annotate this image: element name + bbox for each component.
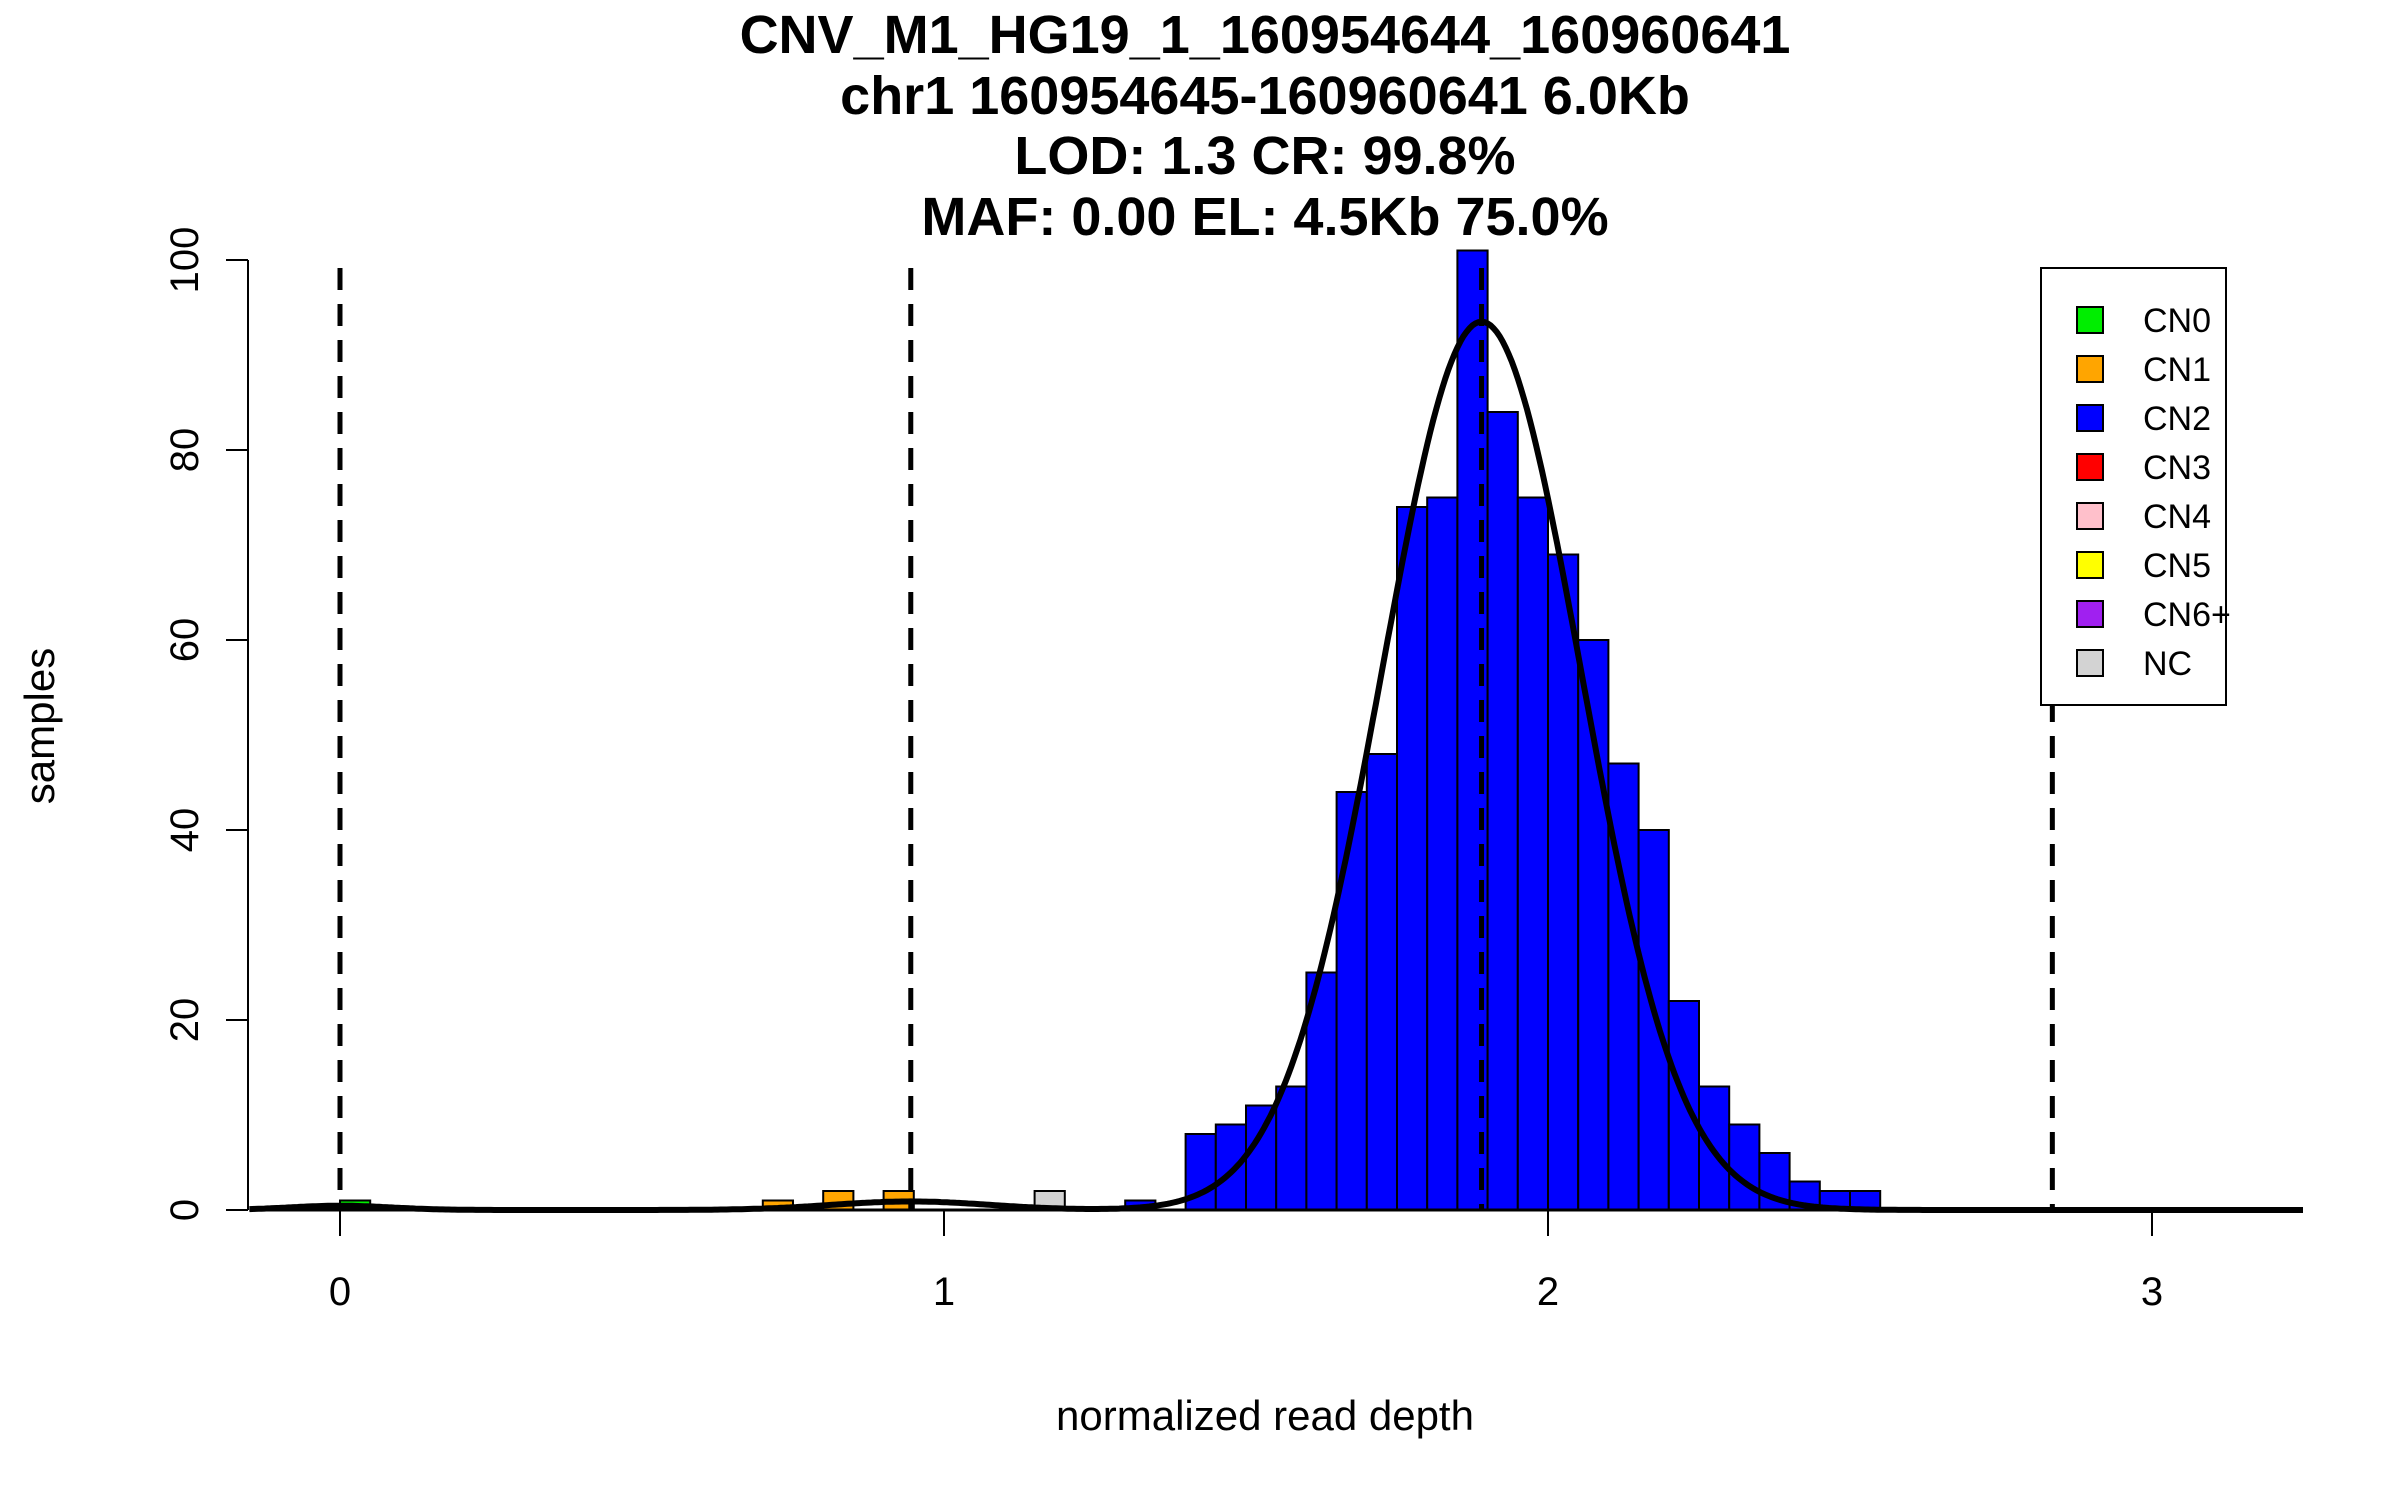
y-tick-label-2: 40 (163, 808, 207, 853)
title-line-3: LOD: 1.3 CR: 99.8% (1014, 126, 1515, 186)
legend-swatch-nc (2076, 649, 2104, 677)
y-tick-label-0: 0 (163, 1199, 207, 1221)
legend-label-cn1: CN1 (2143, 351, 2211, 389)
x-tick-label-3: 3 (2141, 1270, 2163, 1314)
histogram-bar-8 (1245, 1104, 1278, 1211)
histogram-bar-12 (1365, 753, 1399, 1211)
legend-label-cn3: CN3 (2143, 449, 2211, 487)
y-axis-label: samples (16, 648, 63, 804)
histogram-bar-22 (1667, 1000, 1701, 1211)
y-tick-label-4: 80 (163, 428, 207, 473)
cn-threshold-lines (337, 268, 2055, 1210)
title-line-2: chr1 160954645-160960641 6.0Kb (840, 66, 1690, 126)
fit-curve (249, 318, 2303, 1213)
x-tick-label-0: 0 (329, 1270, 351, 1314)
legend-label-cn0: CN0 (2143, 302, 2211, 340)
fit-curve-group (249, 318, 2303, 1213)
histogram-bar-14 (1426, 496, 1459, 1211)
histogram-bar-9 (1275, 1085, 1308, 1211)
y-tick-label-5: 100 (163, 227, 207, 294)
title-line-4: MAF: 0.00 EL: 4.5Kb 75.0% (921, 187, 1608, 247)
x-tick-label-2: 2 (1537, 1270, 1559, 1314)
legend-swatch-cn2 (2076, 404, 2104, 432)
title-line-1: CNV_M1_HG19_1_160954644_160960641 (740, 5, 1791, 65)
x-axis: 0 1 2 3 (249, 1208, 2300, 1314)
legend: CN0 CN1 CN2 CN3 CN4 CN5 CN6+ NC (2040, 267, 2231, 706)
legend-label-cn5: CN5 (2143, 547, 2211, 585)
x-tick-label-1: 1 (933, 1270, 955, 1314)
legend-label-cn4: CN4 (2143, 498, 2211, 536)
histogram-bar-11 (1335, 791, 1368, 1211)
legend-swatch-cn4 (2076, 502, 2104, 530)
legend-label-cn2: CN2 (2143, 400, 2211, 438)
chart-title: CNV_M1_HG19_1_160954644_160960641 chr1 1… (740, 5, 1791, 247)
legend-swatch-cn3 (2076, 453, 2104, 481)
legend-box (2040, 267, 2227, 706)
legend-swatch-cn6plus (2076, 600, 2104, 628)
histogram-bar-16 (1486, 411, 1519, 1211)
x-axis-label: normalized read depth (1056, 1392, 1474, 1439)
histogram-bars (339, 249, 1882, 1211)
y-axis: 0 20 40 60 80 100 (163, 227, 249, 1221)
legend-label-nc: NC (2143, 645, 2192, 683)
legend-swatch-cn5 (2076, 551, 2104, 579)
histogram-bar-23 (1698, 1085, 1731, 1211)
legend-swatch-cn0 (2076, 306, 2104, 334)
histogram-bar-24 (1728, 1123, 1761, 1211)
y-tick-label-1: 20 (163, 998, 207, 1043)
legend-swatch-cn1 (2076, 355, 2104, 383)
histogram-bar-7 (1214, 1123, 1248, 1211)
y-tick-label-3: 60 (163, 618, 207, 663)
histogram-bar-18 (1547, 553, 1580, 1211)
histogram-bar-13 (1396, 506, 1429, 1211)
legend-label-cn6plus: CN6+ (2143, 596, 2231, 634)
histogram-bar-17 (1516, 496, 1550, 1211)
